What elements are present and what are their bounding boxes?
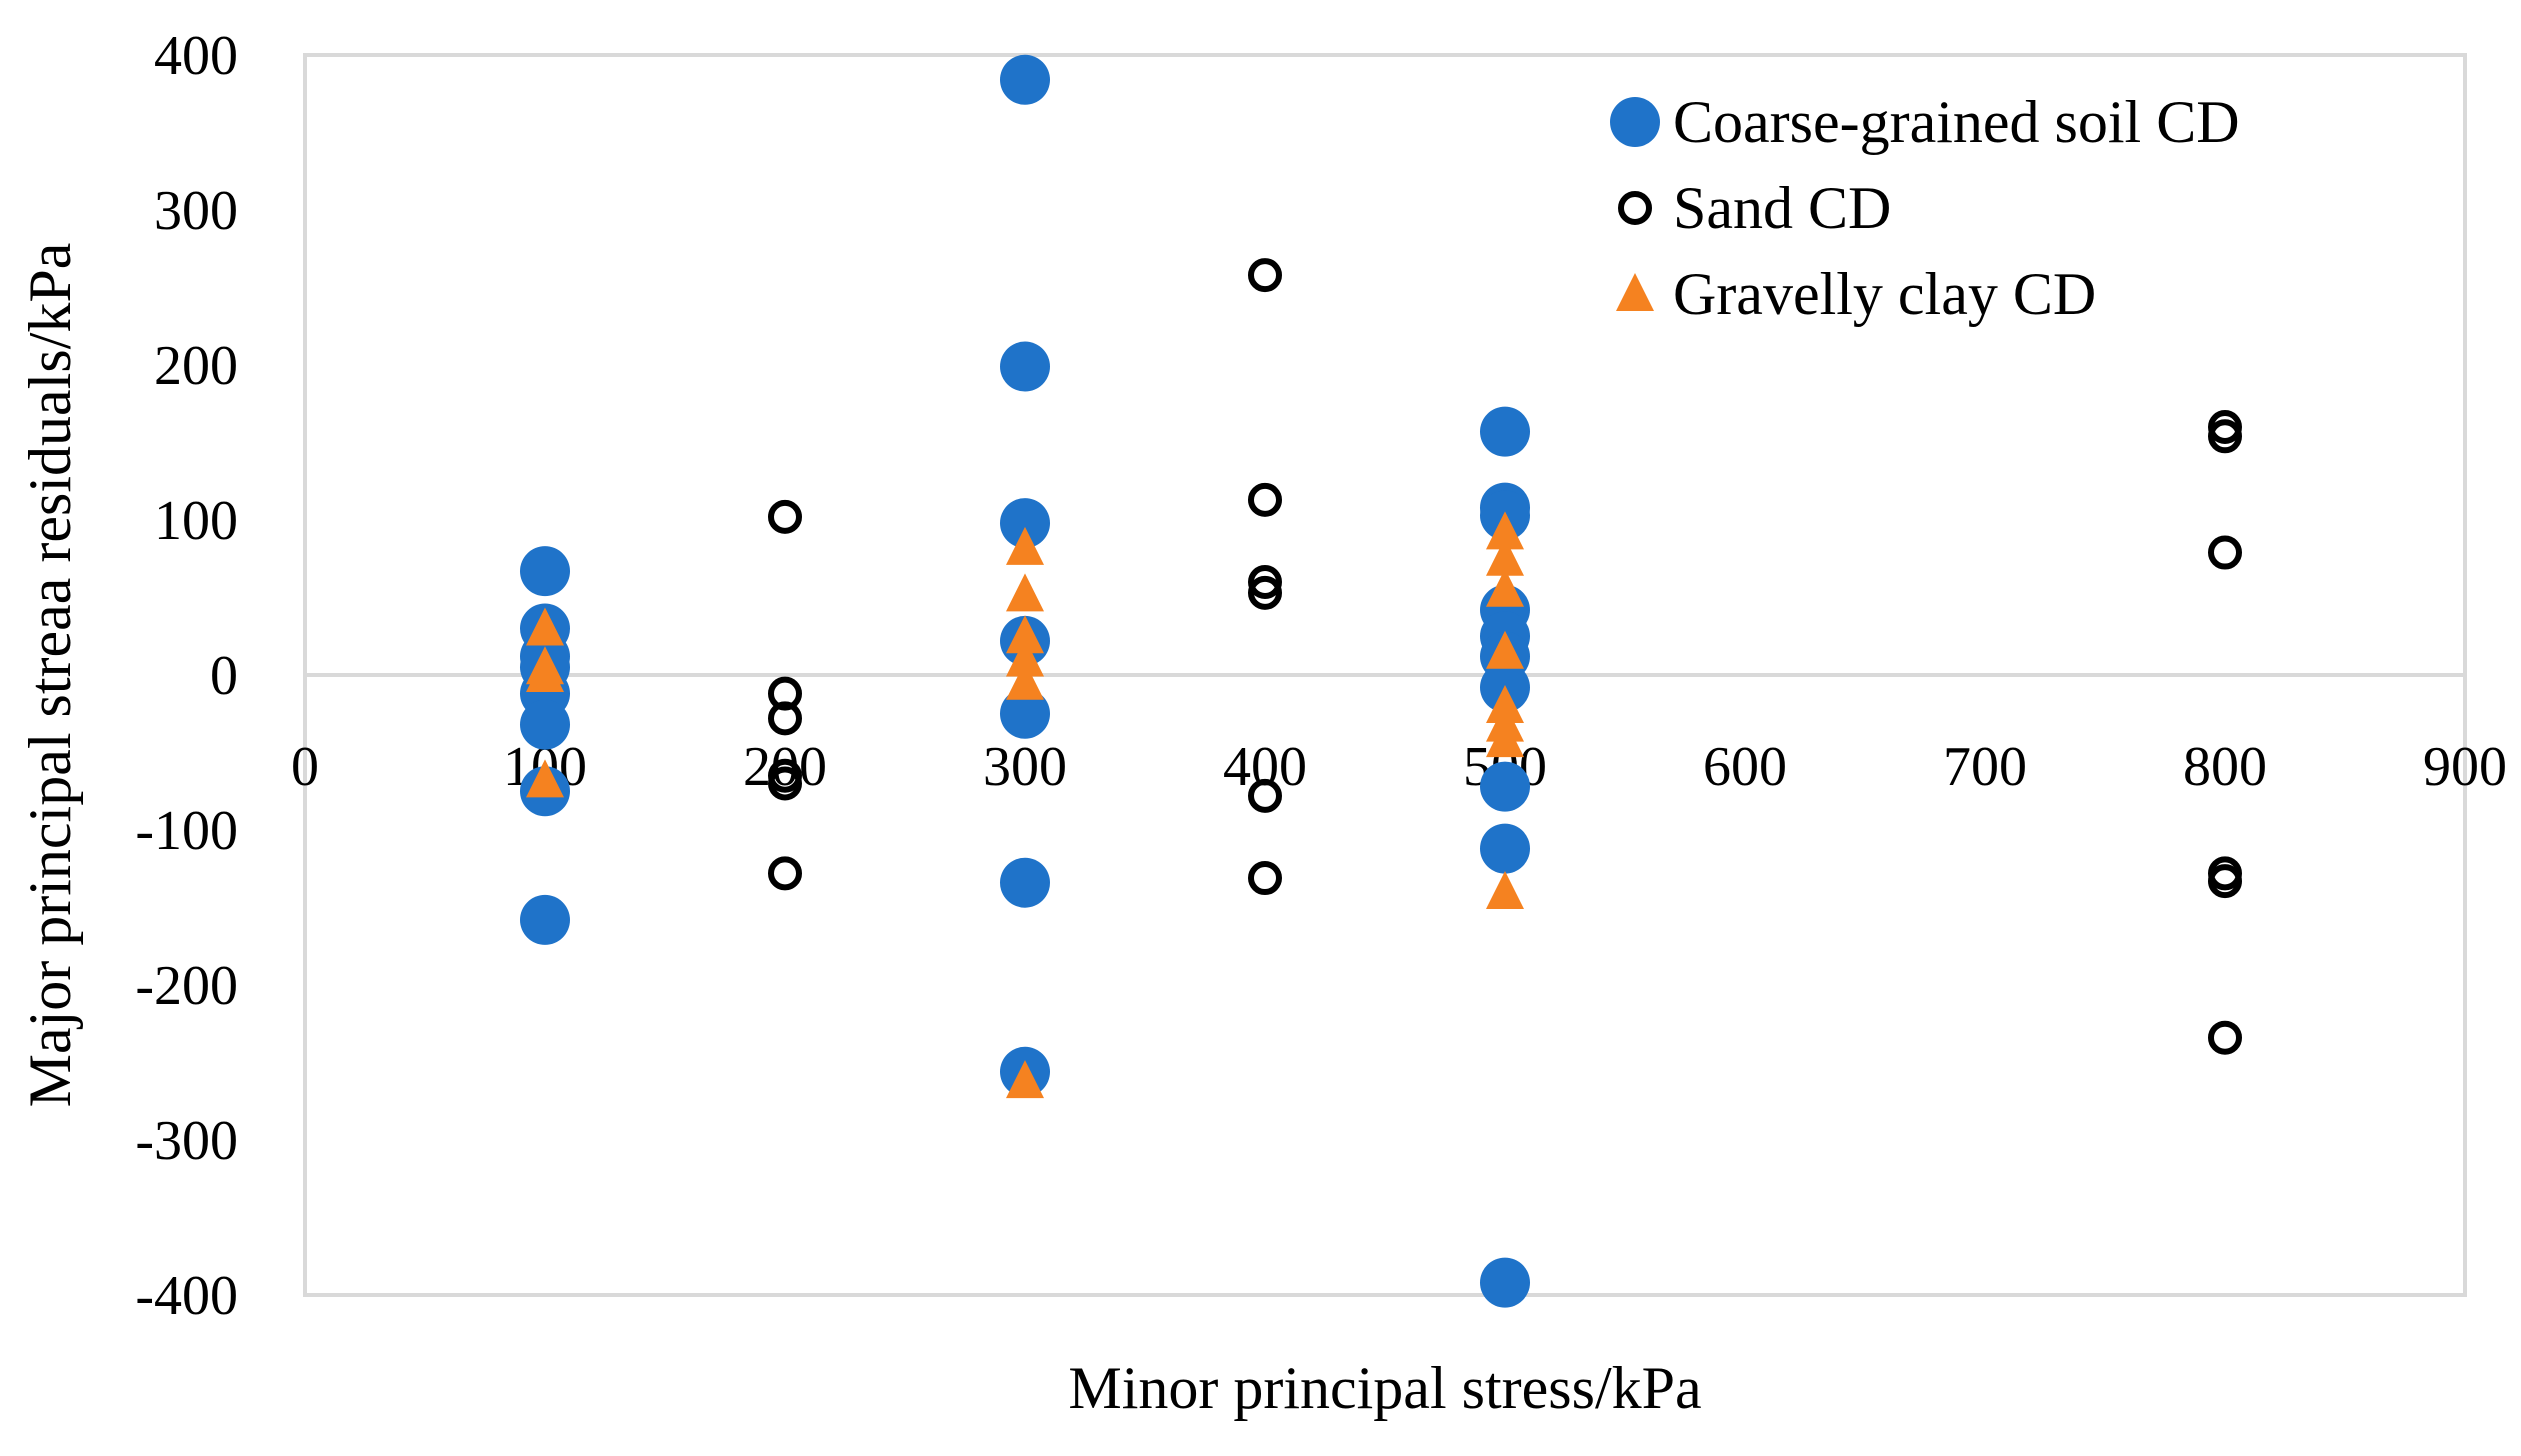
data-point xyxy=(520,894,570,945)
data-point xyxy=(1480,1257,1530,1308)
data-point xyxy=(768,701,802,736)
y-tick-label: -400 xyxy=(135,1265,238,1327)
legend-marker xyxy=(1610,97,1660,147)
data-point xyxy=(1006,638,1044,677)
y-tick-label: -300 xyxy=(135,1110,238,1172)
x-tick-label: 0 xyxy=(291,736,319,798)
data-point xyxy=(1006,615,1044,654)
x-tick-label: 700 xyxy=(1943,736,2027,798)
data-point xyxy=(1486,871,1524,909)
data-point xyxy=(1486,568,1524,607)
legend-label: Coarse-grained soil CD xyxy=(1673,89,2240,155)
data-point xyxy=(520,546,570,597)
legend: Coarse-grained soil CD Sand CD Gravelly cl… xyxy=(1610,89,2240,327)
y-tick-label: 200 xyxy=(154,335,238,397)
series-3 xyxy=(526,511,1524,1099)
data-point xyxy=(1006,526,1044,565)
data-point xyxy=(1480,823,1530,874)
data-point xyxy=(526,654,564,692)
data-point xyxy=(1000,688,1050,739)
x-axis-tick-labels: 0100200300400500600700800900 xyxy=(291,736,2507,798)
x-tick-label: 600 xyxy=(1703,736,1787,798)
data-point xyxy=(1248,565,1282,599)
data-point xyxy=(768,766,802,801)
data-point xyxy=(1000,498,1050,549)
data-point xyxy=(2208,419,2242,454)
data-points xyxy=(520,54,2242,1308)
legend-marker xyxy=(1618,191,1652,225)
data-point xyxy=(1486,537,1524,576)
data-point xyxy=(1000,341,1050,392)
data-point xyxy=(2208,535,2242,570)
legend-label: Sand CD xyxy=(1673,175,1891,241)
data-point xyxy=(1486,511,1524,550)
data-point xyxy=(2208,1020,2242,1055)
data-point xyxy=(2208,864,2242,899)
data-point xyxy=(1248,482,1282,517)
data-point xyxy=(1006,661,1044,700)
data-point xyxy=(520,699,570,750)
data-point xyxy=(1248,778,1282,813)
y-tick-label: 400 xyxy=(154,25,238,87)
legend-label: Gravelly clay CD xyxy=(1673,261,2096,327)
data-point xyxy=(768,499,802,534)
y-axis-tick-labels: 400 300 200 100 0 -100 -200 -300 -400 xyxy=(135,25,238,1327)
y-axis-title: Major principal streaa residuals/kPa xyxy=(17,243,83,1108)
data-point xyxy=(1480,406,1530,457)
data-point xyxy=(1248,575,1282,610)
data-point xyxy=(1486,630,1524,669)
data-point xyxy=(1006,573,1044,612)
series-2 xyxy=(768,258,2242,1055)
data-point xyxy=(526,759,564,798)
data-point xyxy=(526,607,564,646)
x-tick-label: 900 xyxy=(2423,736,2507,798)
x-tick-label: 800 xyxy=(2183,736,2267,798)
x-tick-label: 300 xyxy=(983,736,1067,798)
y-tick-label: -100 xyxy=(135,800,238,862)
data-point xyxy=(1248,258,1282,293)
data-point xyxy=(1006,1060,1044,1099)
y-tick-label: -200 xyxy=(135,955,238,1017)
data-point xyxy=(768,676,802,711)
series-1 xyxy=(520,54,1530,1308)
data-point xyxy=(1480,761,1530,812)
data-point xyxy=(1000,857,1050,908)
data-point xyxy=(1248,861,1282,896)
data-point xyxy=(1486,719,1524,758)
data-point xyxy=(1000,54,1050,105)
y-tick-label: 300 xyxy=(154,180,238,242)
data-point xyxy=(768,856,802,891)
x-tick-label: 400 xyxy=(1223,736,1307,798)
y-tick-label: 0 xyxy=(210,645,238,707)
y-tick-label: 100 xyxy=(154,490,238,552)
legend-marker xyxy=(1616,273,1654,311)
x-axis-title: Minor principal stress/kPa xyxy=(1068,1355,1701,1421)
